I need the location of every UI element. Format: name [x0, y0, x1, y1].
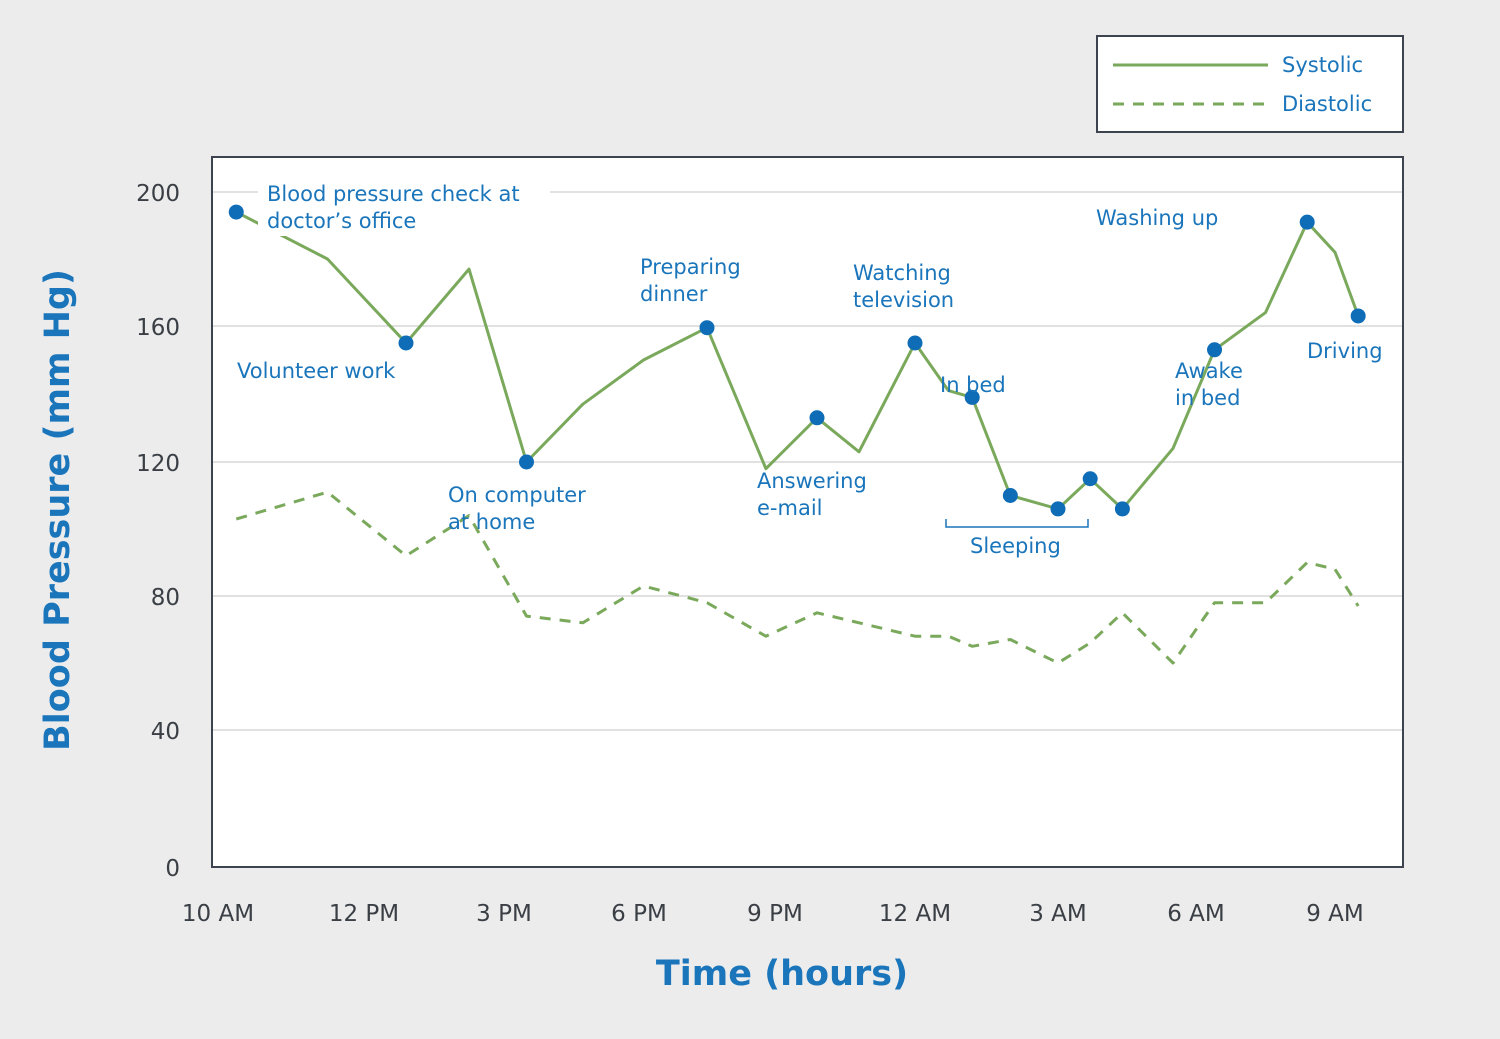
- data-point-marker: [1207, 342, 1223, 358]
- legend-systolic-label: Systolic: [1282, 53, 1363, 77]
- x-tick-label: 12 PM: [329, 901, 399, 927]
- data-point-marker: [964, 389, 980, 405]
- x-axis-title: Time (hours): [656, 954, 908, 994]
- annotation-on-computer: On computer at home: [448, 483, 592, 534]
- y-tick-label: 120: [136, 451, 180, 477]
- plot-frame: [211, 156, 1404, 868]
- y-tick-label: 200: [136, 181, 180, 207]
- x-tick-label: 10 AM: [182, 901, 254, 927]
- y-tick-label: 80: [151, 585, 180, 611]
- data-point-marker: [1299, 214, 1315, 230]
- data-point-marker: [1350, 308, 1366, 324]
- y-axis-ticks: 0 40 80 120 160 200: [136, 181, 180, 882]
- data-point-marker: [907, 335, 923, 351]
- x-tick-label: 3 PM: [476, 901, 532, 927]
- annotations: Blood pressure check at doctor’s office …: [237, 180, 1383, 558]
- annotation-awake-in-bed: Awake in bed: [1175, 359, 1250, 410]
- data-point-marker: [1082, 471, 1098, 487]
- data-point-marker: [699, 320, 715, 336]
- annotation-doctor-office: Blood pressure check at doctor’s office: [267, 182, 526, 233]
- data-point-marker: [228, 204, 244, 220]
- annotation-answering-email: Answering e-mail: [757, 469, 874, 520]
- data-point-marker: [1002, 488, 1018, 503]
- x-tick-label: 3 AM: [1029, 901, 1087, 927]
- annotation-volunteer-work: Volunteer work: [237, 359, 396, 383]
- series-lines: [235, 210, 1360, 665]
- annotation-driving: Driving: [1307, 339, 1383, 363]
- x-tick-label: 6 AM: [1167, 901, 1225, 927]
- systolic-line: [235, 210, 1360, 511]
- legend-box: [1096, 35, 1404, 133]
- plot-area: [212, 157, 1403, 867]
- annotation-sleeping: Sleeping: [970, 534, 1061, 558]
- annotation-doctor-bg: [258, 180, 550, 236]
- annotation-watching-tv: Watching television: [853, 261, 958, 312]
- data-point-marker: [1050, 501, 1066, 517]
- sleeping-bracket: [945, 519, 1089, 528]
- annotation-in-bed: In bed: [940, 373, 1006, 397]
- x-tick-label: 6 PM: [611, 901, 667, 927]
- data-point-marker: [398, 335, 414, 351]
- y-tick-label: 160: [136, 315, 180, 341]
- legend: Systolic Diastolic: [1096, 35, 1404, 133]
- data-point-marker: [1114, 501, 1130, 517]
- data-markers: [228, 204, 1366, 517]
- y-tick-label: 40: [151, 719, 180, 745]
- annotation-preparing-dinner: Preparing dinner: [640, 255, 747, 306]
- x-tick-label: 9 PM: [747, 901, 803, 927]
- x-axis-ticks: 10 AM 12 PM 3 PM 6 PM 9 PM 12 AM 3 AM 6 AM 9 AM: [182, 901, 1364, 927]
- x-tick-label: 9 AM: [1306, 901, 1364, 927]
- y-axis-title: Blood Pressure (mm Hg): [38, 269, 78, 751]
- data-point-marker: [519, 454, 534, 470]
- diastolic-line: [235, 490, 1360, 665]
- y-tick-label: 0: [165, 856, 180, 882]
- x-tick-label: 12 AM: [879, 901, 951, 927]
- data-point-marker: [809, 410, 825, 426]
- legend-diastolic-label: Diastolic: [1282, 92, 1372, 116]
- annotation-washing-up: Washing up: [1096, 206, 1218, 230]
